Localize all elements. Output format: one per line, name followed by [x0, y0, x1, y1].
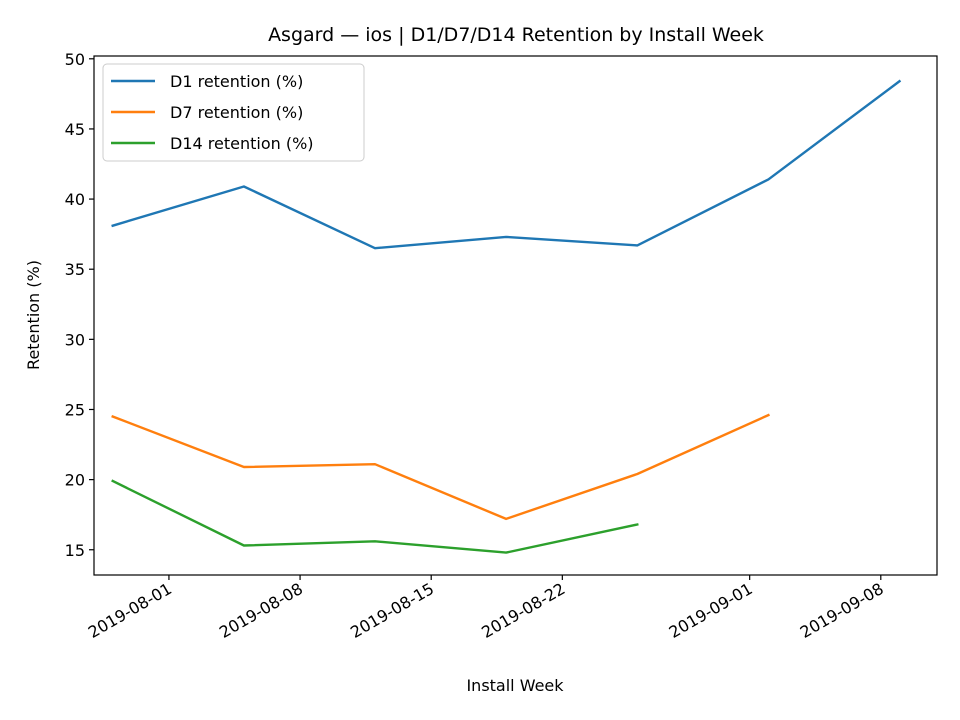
x-tick-label: 2019-08-15 [347, 579, 437, 642]
chart-title: Asgard — ios | D1/D7/D14 Retention by In… [268, 24, 764, 46]
y-tick-label: 25 [65, 400, 85, 419]
x-axis: 2019-08-01 2019-08-08 2019-08-15 2019-08-22… [85, 575, 887, 642]
plot-frame [93, 55, 938, 576]
y-axis: 15 20 25 30 35 40 45 50 [65, 50, 94, 560]
y-tick-label: 40 [65, 190, 85, 209]
x-axis-title: Install Week [466, 676, 564, 695]
legend-frame [102, 63, 365, 162]
y-tick-label: 35 [65, 260, 85, 279]
series-line-3 [111, 479, 639, 554]
legend-label: D7 retention (%) [170, 103, 303, 122]
y-tick-label: 20 [65, 471, 85, 490]
x-tick-label: 2019-08-01 [85, 579, 175, 642]
series-line-2 [111, 413, 770, 521]
x-tick-label: 2019-08-22 [478, 579, 568, 642]
legend-label: D1 retention (%) [170, 72, 303, 91]
y-tick-label: 30 [65, 330, 85, 349]
y-axis-title: Retention (%) [24, 260, 43, 370]
y-tick-label: 15 [65, 541, 85, 560]
y-tick-label: 50 [65, 50, 85, 69]
series-lines [111, 79, 902, 554]
legend-label: D14 retention (%) [170, 134, 314, 153]
legend: D1 retention (%) D7 retention (%) D14 rete… [102, 63, 365, 162]
x-tick-label: 2019-09-01 [666, 579, 756, 642]
y-tick-label: 45 [65, 120, 85, 139]
x-tick-label: 2019-08-08 [216, 579, 306, 642]
series-line-1 [111, 79, 902, 250]
x-tick-label: 2019-09-08 [797, 579, 887, 642]
